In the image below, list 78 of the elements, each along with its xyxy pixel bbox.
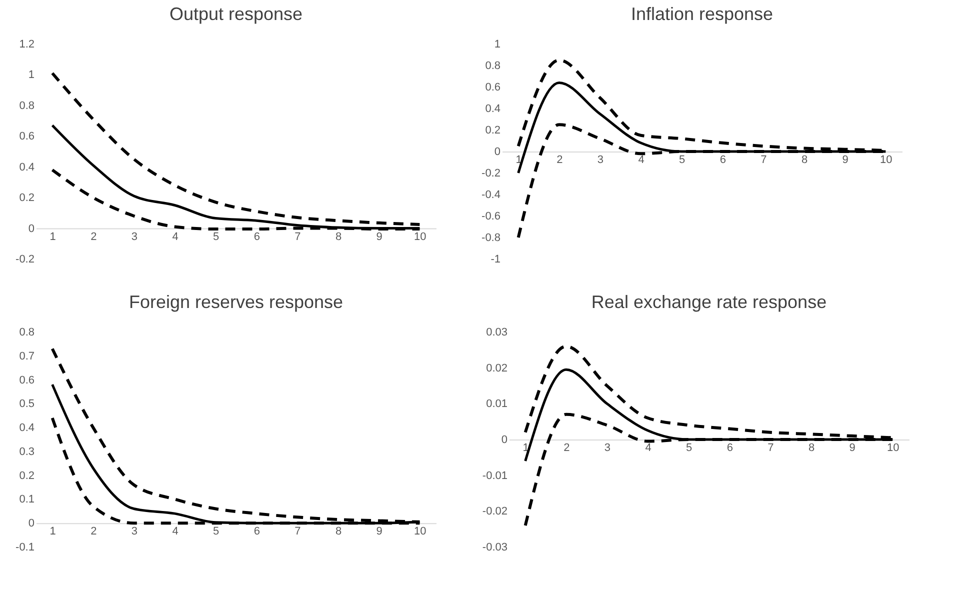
y-tick-label: -0.6 bbox=[482, 210, 500, 222]
x-tick-label: 10 bbox=[880, 154, 892, 166]
x-tick-label: 2 bbox=[90, 526, 97, 538]
y-tick-label: -0.8 bbox=[482, 232, 500, 244]
y-tick-label: 0.03 bbox=[486, 326, 508, 338]
y-tick-label: 1 bbox=[28, 69, 34, 82]
y-tick-label: 0 bbox=[28, 518, 34, 530]
chart-title: Foreign reserves response bbox=[128, 292, 344, 312]
x-tick-label: 3 bbox=[597, 154, 604, 166]
x-tick-label: 9 bbox=[376, 526, 382, 538]
x-tick-label: 2 bbox=[564, 442, 570, 454]
x-tick-label: 8 bbox=[808, 442, 815, 454]
y-tick-label: 1 bbox=[494, 38, 500, 50]
y-tick-label: -0.1 bbox=[16, 542, 34, 554]
chart-title: Output response bbox=[169, 4, 303, 24]
x-tick-label: 7 bbox=[294, 526, 301, 538]
y-tick-label: 0.6 bbox=[19, 130, 34, 143]
x-tick-label: 1 bbox=[50, 230, 56, 243]
chart-title: Inflation response bbox=[630, 4, 774, 24]
y-tick-label: 0.3 bbox=[19, 446, 34, 458]
y-tick-label: 0.6 bbox=[19, 374, 34, 386]
y-tick-label: -0.2 bbox=[482, 168, 500, 180]
x-tick-label: 7 bbox=[760, 154, 767, 166]
x-tick-label: 5 bbox=[686, 442, 692, 454]
chart-title: Real exchange rate response bbox=[591, 292, 827, 312]
x-tick-label: 9 bbox=[376, 230, 382, 243]
y-tick-label: -0.03 bbox=[482, 542, 508, 554]
x-tick-label: 4 bbox=[645, 442, 652, 454]
x-tick-label: 10 bbox=[414, 230, 426, 243]
y-tick-label: -0.2 bbox=[16, 254, 34, 266]
y-tick-label: 0.01 bbox=[486, 398, 508, 410]
x-tick-label: 6 bbox=[726, 442, 733, 454]
y-tick-label: 0.02 bbox=[486, 362, 508, 374]
y-tick-label: 0 bbox=[501, 434, 508, 446]
y-tick-label: 0.7 bbox=[19, 350, 34, 362]
x-tick-label: 9 bbox=[849, 442, 856, 454]
x-tick-label: 5 bbox=[679, 154, 686, 166]
y-tick-label: -0.02 bbox=[482, 506, 508, 518]
x-tick-label: 4 bbox=[172, 230, 178, 243]
x-tick-label: 9 bbox=[842, 154, 848, 166]
y-tick-label: 0.4 bbox=[485, 103, 500, 115]
x-tick-label: 5 bbox=[213, 526, 220, 538]
x-tick-label: 6 bbox=[254, 230, 260, 243]
y-tick-label: 0.4 bbox=[19, 422, 34, 434]
x-tick-label: 7 bbox=[768, 442, 774, 454]
y-tick-label: 0 bbox=[28, 222, 34, 235]
x-tick-label: 10 bbox=[887, 442, 900, 454]
x-tick-label: 3 bbox=[604, 442, 611, 454]
y-tick-label: 0.2 bbox=[19, 470, 34, 482]
y-tick-label: -0.4 bbox=[482, 189, 500, 201]
x-tick-label: 3 bbox=[131, 526, 138, 538]
y-tick-label: 0.4 bbox=[19, 161, 34, 174]
x-tick-label: 5 bbox=[213, 230, 220, 243]
x-tick-label: 2 bbox=[556, 154, 563, 166]
x-tick-label: 6 bbox=[720, 154, 726, 166]
x-tick-label: 8 bbox=[335, 526, 342, 538]
y-tick-label: 0.8 bbox=[19, 100, 34, 112]
y-tick-label: 0.8 bbox=[485, 60, 500, 72]
y-tick-label: 0.8 bbox=[19, 326, 34, 338]
y-tick-label: 1.2 bbox=[19, 38, 34, 50]
x-tick-label: 6 bbox=[254, 526, 260, 538]
x-tick-label: 7 bbox=[294, 230, 301, 243]
y-tick-label: -1 bbox=[490, 254, 500, 266]
y-tick-label: 0.6 bbox=[485, 82, 500, 94]
y-tick-label: 0.5 bbox=[19, 398, 34, 410]
y-tick-label: -0.01 bbox=[482, 470, 508, 482]
x-tick-label: 2 bbox=[90, 230, 97, 243]
x-tick-label: 3 bbox=[131, 230, 138, 243]
x-tick-label: 10 bbox=[414, 526, 426, 538]
x-tick-label: 8 bbox=[801, 154, 808, 166]
y-tick-label: 0.2 bbox=[485, 124, 500, 136]
x-tick-label: 8 bbox=[335, 230, 342, 243]
x-tick-label: 1 bbox=[50, 526, 56, 538]
x-tick-label: 4 bbox=[638, 154, 644, 166]
x-tick-label: 4 bbox=[172, 526, 178, 538]
y-tick-label: 0.2 bbox=[19, 192, 34, 204]
y-tick-label: 0.1 bbox=[19, 494, 34, 506]
y-tick-label: 0 bbox=[494, 146, 500, 158]
